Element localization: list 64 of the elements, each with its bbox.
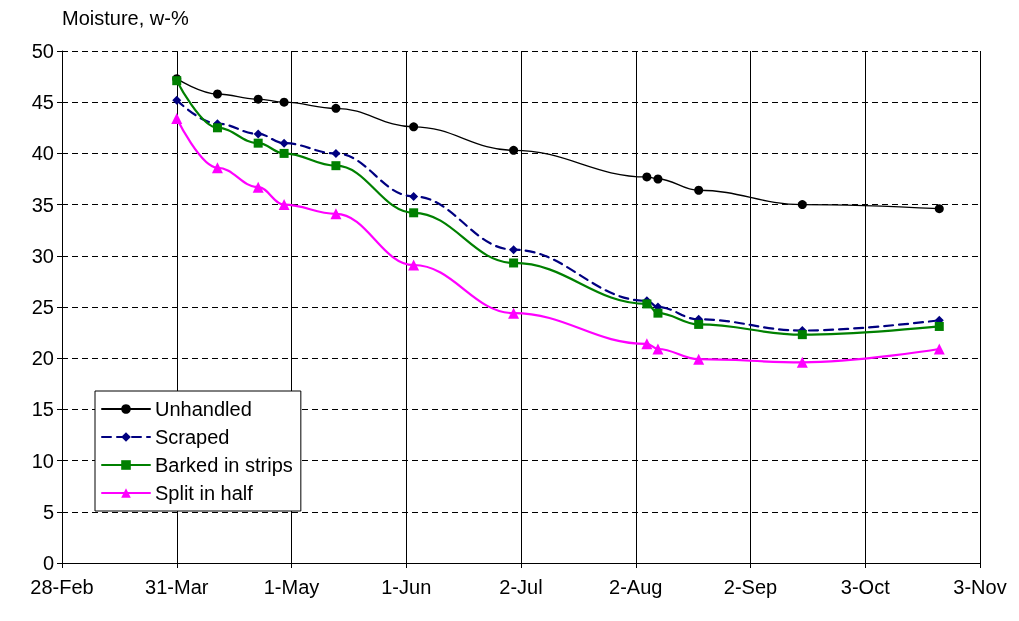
point (509, 258, 519, 268)
point (171, 113, 183, 125)
point (796, 356, 808, 368)
point (934, 204, 944, 214)
x-tick-label: 28-Feb (30, 576, 94, 598)
point (331, 103, 341, 113)
point (653, 308, 663, 318)
y-tick-label: 45 (31, 91, 54, 114)
x-tick-label: 1-May (263, 576, 320, 598)
point (211, 162, 223, 174)
x-tick-label: 31-Mar (145, 576, 209, 598)
point (653, 174, 663, 184)
x-tick-label: 1-Jun (381, 576, 432, 598)
point (409, 122, 419, 132)
x-tick-label: 3-Nov (953, 576, 1007, 598)
point (509, 145, 519, 155)
point (934, 321, 944, 331)
y-axis-title: Moisture, w-% (62, 7, 189, 29)
point (278, 199, 290, 211)
y-tick-label: 35 (31, 193, 54, 216)
point (279, 97, 289, 107)
y-tick-label: 50 (31, 40, 54, 62)
legend-label: Unhandled (155, 398, 252, 420)
y-tick-label: 5 (42, 500, 54, 523)
legend-label: Barked in strips (155, 454, 293, 476)
y-tick-label: 10 (31, 449, 54, 472)
point (652, 343, 664, 355)
point (641, 338, 653, 350)
x-tick-label: 2-Jul (499, 576, 543, 598)
point (330, 208, 342, 220)
point (409, 191, 419, 201)
point (252, 181, 264, 193)
point (253, 138, 263, 148)
point (172, 95, 182, 105)
y-tick-label: 25 (31, 296, 54, 318)
y-tick-label: 30 (31, 244, 54, 267)
point (331, 161, 341, 171)
point (693, 353, 705, 365)
point (797, 330, 807, 340)
point (797, 200, 807, 210)
point (642, 172, 652, 182)
point (212, 123, 222, 133)
point (212, 89, 222, 99)
legend-label: Split in half (155, 482, 254, 504)
point (694, 185, 704, 195)
point (408, 259, 420, 271)
point (279, 138, 289, 148)
x-tick-label: 3-Oct (840, 576, 891, 598)
point (409, 208, 419, 218)
point (508, 307, 520, 319)
legend-label: Scraped (155, 426, 230, 448)
point (694, 319, 704, 329)
point (253, 129, 263, 139)
y-tick-label: 40 (31, 142, 54, 165)
point (279, 148, 289, 158)
x-tick-label: 2-Sep (723, 576, 778, 598)
y-tick-label: 0 (42, 552, 54, 574)
point (509, 245, 519, 255)
y-tick-label: 20 (31, 347, 54, 370)
point (253, 94, 263, 104)
point (331, 148, 341, 158)
point (933, 343, 945, 355)
y-tick-label: 15 (31, 398, 54, 421)
x-tick-label: 2-Aug (609, 576, 663, 598)
